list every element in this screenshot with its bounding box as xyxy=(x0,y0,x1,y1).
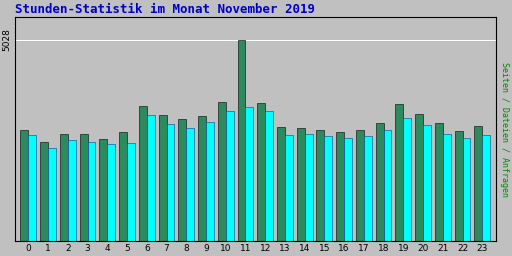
Bar xyxy=(305,134,312,241)
Bar xyxy=(285,135,293,241)
Bar xyxy=(159,115,166,241)
Bar xyxy=(435,123,443,241)
Bar xyxy=(443,134,451,241)
Bar xyxy=(364,136,372,241)
Bar xyxy=(119,132,127,241)
Bar xyxy=(218,102,226,241)
Bar xyxy=(99,139,108,241)
Bar xyxy=(80,134,88,241)
Bar xyxy=(238,40,245,241)
Bar xyxy=(482,135,490,241)
Bar xyxy=(356,130,364,241)
Bar xyxy=(277,127,285,241)
Text: Stunden-Statistik im Monat November 2019: Stunden-Statistik im Monat November 2019 xyxy=(14,3,314,16)
Bar xyxy=(28,135,36,241)
Bar xyxy=(60,134,68,241)
Bar xyxy=(198,116,206,241)
Bar xyxy=(48,148,56,241)
Bar xyxy=(186,129,194,241)
Bar xyxy=(316,130,325,241)
Bar xyxy=(139,106,147,241)
Bar xyxy=(127,143,135,241)
Bar xyxy=(462,138,471,241)
Y-axis label: Seiten / Dateien / Anfragen: Seiten / Dateien / Anfragen xyxy=(500,62,509,197)
Bar xyxy=(415,114,423,241)
Bar xyxy=(40,142,48,241)
Bar xyxy=(344,138,352,241)
Bar xyxy=(455,131,462,241)
Bar xyxy=(336,132,344,241)
Bar xyxy=(88,142,95,241)
Bar xyxy=(325,136,332,241)
Bar xyxy=(376,123,383,241)
Bar xyxy=(395,104,403,241)
Bar xyxy=(166,124,175,241)
Bar xyxy=(423,125,431,241)
Bar xyxy=(265,111,273,241)
Bar xyxy=(474,126,482,241)
Bar xyxy=(257,103,265,241)
Bar xyxy=(383,130,392,241)
Bar xyxy=(226,111,233,241)
Bar xyxy=(245,107,253,241)
Bar xyxy=(178,119,186,241)
Bar xyxy=(297,128,305,241)
Bar xyxy=(20,130,28,241)
Bar xyxy=(403,118,411,241)
Bar xyxy=(108,144,115,241)
Bar xyxy=(147,115,155,241)
Bar xyxy=(206,122,214,241)
Bar xyxy=(68,141,76,241)
